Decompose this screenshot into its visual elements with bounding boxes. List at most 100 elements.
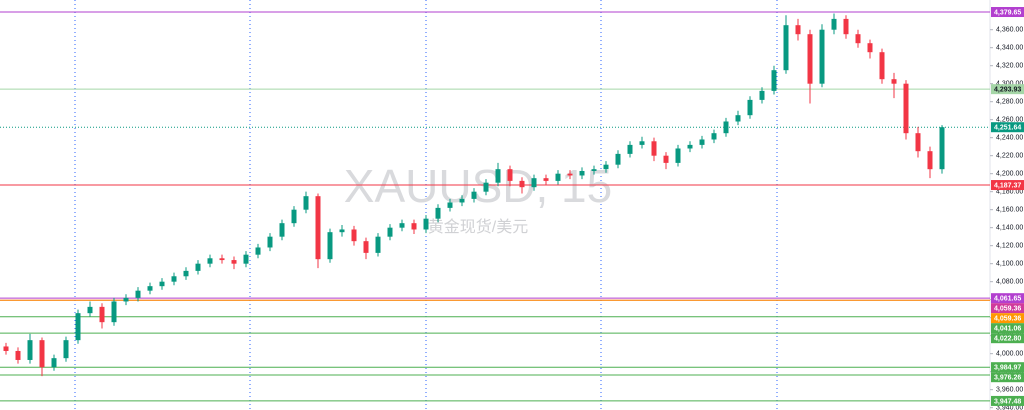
price-tag-label: 4,061.65 [994,296,1021,303]
candle-body [15,350,21,360]
price-tag-label: 4,022.80 [994,336,1021,343]
y-tick-label: 4,160.00 [996,207,1023,214]
candle-body [471,191,477,199]
price-tag-label: 3,976.26 [994,375,1021,382]
candle-body [519,180,525,188]
candle-body [351,229,357,242]
watermark-description: 黄金现货/美元 [428,218,528,236]
price-tag-label: 4,293.93 [994,86,1021,93]
price-tag-label: 4,251.64 [994,125,1021,132]
candle-body [195,263,201,271]
y-tick-label: 4,120.00 [996,243,1023,250]
candle-body [327,232,333,260]
candle-body [219,258,225,261]
price-tag [991,7,1024,18]
price-tag [991,323,1024,334]
y-tick-label: 4,340.00 [996,45,1023,52]
price-tag [991,122,1024,133]
candle-body [699,139,705,145]
price-tag [991,293,1024,304]
candle-body [591,169,597,171]
candle-body [543,178,549,181]
candle-body [111,301,117,323]
candle-body [267,236,273,248]
candle-body [603,164,609,170]
candle-body [99,306,105,323]
candle-body [387,227,393,237]
price-tag [991,372,1024,383]
candle-body [675,148,681,163]
candle-body [495,169,501,183]
candle-body [27,340,33,360]
candle-body [531,178,537,188]
candle-body [3,346,9,351]
candle-body [279,223,285,237]
candle-body [855,34,861,44]
candle-body [315,196,321,260]
price-tag [991,362,1024,373]
candle-body [183,270,189,277]
candle-body [507,169,513,181]
candle-body [339,229,345,233]
price-tag [991,84,1024,95]
candle-body [723,121,729,134]
y-tick-label: 4,260.00 [996,117,1023,124]
candle-body [303,196,309,210]
price-tag-label: 4,059.36 [994,306,1021,313]
candle-body [663,155,669,163]
price-tag [991,180,1024,191]
candle-body [435,207,441,219]
watermark-symbol: XAUUSD, 15 [344,160,612,212]
candle-body [207,258,213,264]
y-tick-label: 3,940.00 [996,405,1023,410]
price-tag [991,313,1024,324]
candle-body [423,218,429,230]
candle-body [879,52,885,80]
y-tick-label: 4,180.00 [996,189,1023,196]
candle-body [867,43,873,53]
candle-body [615,153,621,165]
y-tick-label: 4,220.00 [996,153,1023,160]
candle-body [75,313,81,341]
candle-body [87,306,93,314]
candle-body [579,170,585,176]
candle-body [783,25,789,71]
candle-body [819,29,825,84]
candle-body [807,34,813,84]
y-tick-label: 4,320.00 [996,63,1023,70]
candle-body [927,151,933,170]
candle-body [399,223,405,228]
candle-body [771,70,777,91]
candle-body [891,79,897,84]
candle-body [687,144,693,149]
candle-body [147,286,153,291]
candle-body [843,18,849,35]
y-tick-label: 4,280.00 [996,99,1023,106]
price-tag [991,395,1024,406]
candle-body [795,25,801,35]
candle-body [735,115,741,122]
candle-body [903,83,909,134]
price-tag-label: 3,947.48 [994,398,1021,405]
y-tick-label: 4,140.00 [996,225,1023,232]
candle-body [363,241,369,253]
candle-body [123,297,129,302]
candle-body [171,276,177,282]
price-tag [991,303,1024,314]
candle-body [375,236,381,253]
candle-body [555,173,561,181]
candle-body [831,18,837,30]
candle-body [627,144,633,154]
candle-body [483,182,489,192]
candle-body [291,209,297,224]
candle-body [411,223,417,230]
price-tag-label: 4,379.65 [994,9,1021,16]
y-tick-label: 4,200.00 [996,171,1023,178]
y-tick-label: 4,360.00 [996,27,1023,34]
candle-body [231,260,237,264]
candle-body [51,358,57,368]
price-tag-label: 4,059.36 [994,316,1021,323]
y-tick-label: 3,960.00 [996,387,1023,394]
